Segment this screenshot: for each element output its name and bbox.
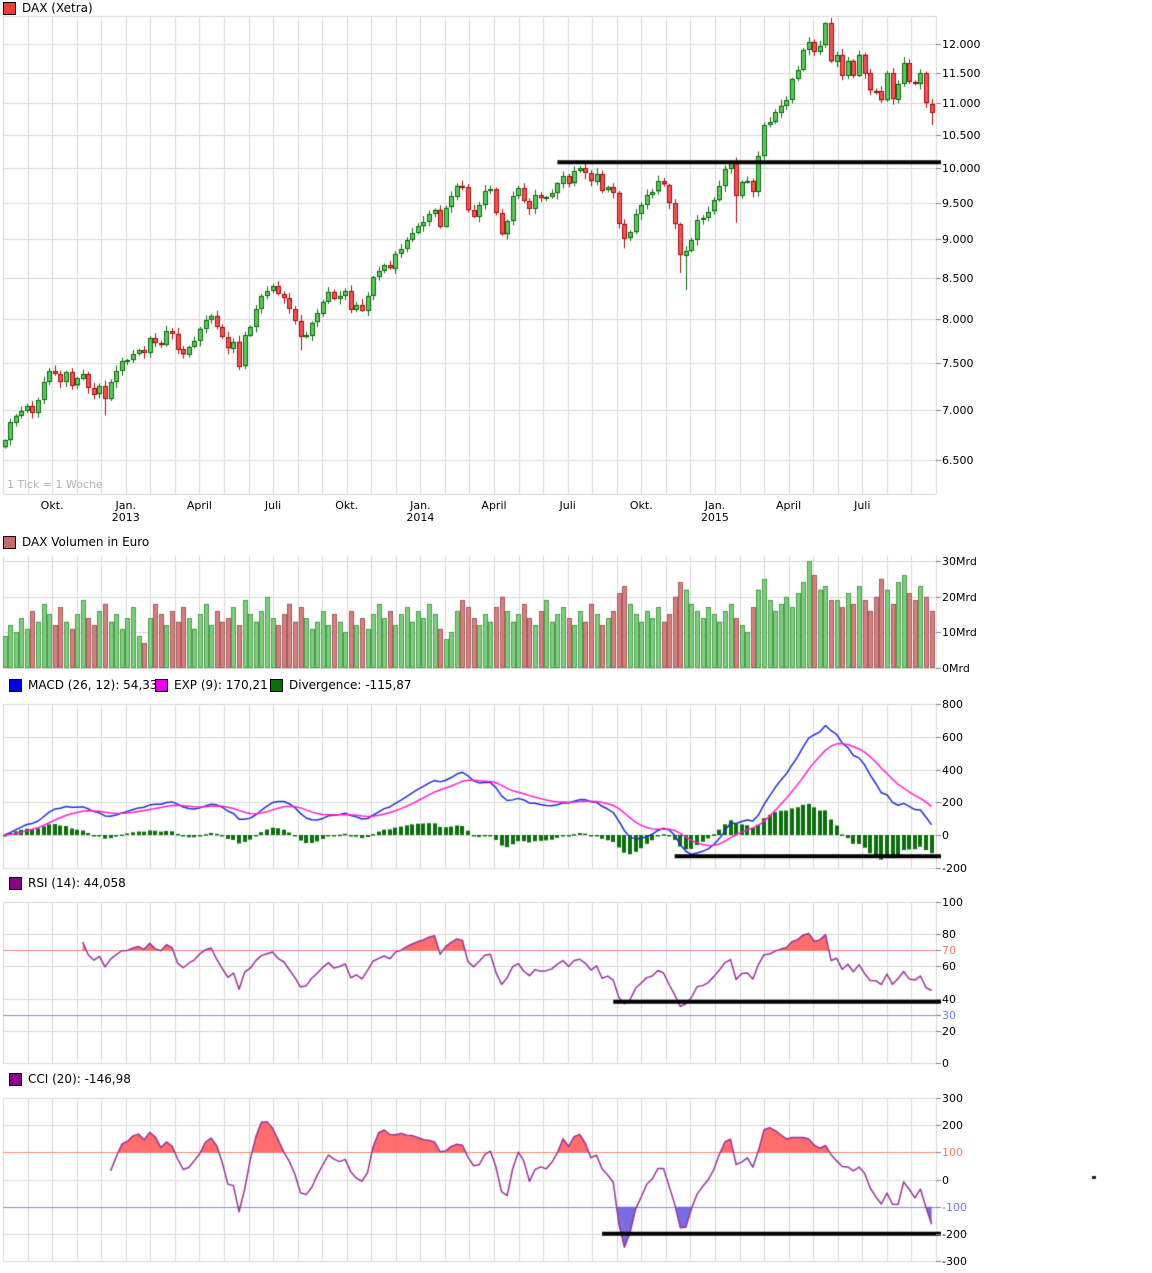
cci-tick-label: -300 bbox=[942, 1255, 967, 1268]
volume-title-label: DAX Volumen in Euro bbox=[22, 535, 150, 549]
rsi-tick-label: 0 bbox=[942, 1057, 949, 1070]
x-tick-year-label: 2014 bbox=[406, 511, 435, 524]
cci-tick-label: 100 bbox=[942, 1146, 963, 1160]
x-tick-label: Jan. bbox=[704, 499, 726, 512]
macd-swatch-icon bbox=[9, 678, 22, 692]
cci-legend-item: CCI (20): -146,98 bbox=[9, 1072, 131, 1086]
x-tick-label: Jan. bbox=[115, 499, 136, 512]
macd-tick-label: 200 bbox=[942, 796, 963, 810]
x-tick-label: Okt. bbox=[335, 499, 359, 512]
exp-legend-item: EXP (9): 170,21 bbox=[155, 678, 268, 692]
volume-tick-label: 0Mrd bbox=[942, 662, 970, 675]
macd-tick-label: 0 bbox=[942, 829, 949, 842]
x-tick-label: April bbox=[481, 499, 507, 512]
x-tick-label: Jan. bbox=[410, 499, 431, 512]
price-tick-label: 12.000 bbox=[942, 38, 981, 51]
macd-tick-label: 600 bbox=[942, 730, 963, 744]
divergence-legend-item: Divergence: -115,87 bbox=[270, 678, 412, 692]
price-tick-label: 8.500 bbox=[942, 271, 974, 285]
series-swatch-icon bbox=[3, 1, 16, 15]
rsi-tick-label: 30 bbox=[942, 1008, 956, 1022]
exp-legend-label: EXP (9): 170,21 bbox=[174, 678, 268, 692]
x-tick-label: Juli bbox=[559, 499, 576, 512]
volume-tick-label: 30Mrd bbox=[942, 554, 977, 568]
x-tick-label: April bbox=[776, 499, 802, 512]
rsi-swatch-icon bbox=[9, 876, 22, 890]
cci-swatch-icon bbox=[9, 1072, 22, 1086]
x-tick-year-label: 2015 bbox=[700, 511, 729, 524]
main-chart-title: DAX (Xetra) bbox=[3, 1, 93, 15]
price-tick-label: 9.000 bbox=[942, 233, 974, 247]
price-tick-label: 7.500 bbox=[942, 356, 974, 370]
rsi-legend-label: RSI (14): 44,058 bbox=[28, 876, 126, 890]
x-tick-year-label: 2013 bbox=[111, 511, 140, 524]
x-tick-label: Okt. bbox=[40, 499, 64, 512]
macd-legend-item: MACD (26, 12): 54,335 bbox=[9, 678, 165, 692]
price-tick-label: 11.500 bbox=[942, 66, 981, 80]
x-tick-label: Juli bbox=[854, 499, 871, 512]
timeframe-note: 1 Tick = 1 Woche bbox=[7, 478, 103, 491]
x-tick-label: Juli bbox=[264, 499, 282, 512]
cci-tick-label: 0 bbox=[942, 1173, 949, 1187]
volume-tick-label: 20Mrd bbox=[942, 590, 977, 604]
divergence-legend-label: Divergence: -115,87 bbox=[289, 678, 412, 692]
macd-legend-label: MACD (26, 12): 54,335 bbox=[28, 678, 166, 692]
price-tick-label: 10.000 bbox=[942, 161, 981, 175]
rsi-tick-label: 60 bbox=[942, 960, 956, 974]
price-tick-label: 9.500 bbox=[942, 196, 974, 210]
x-tick-label: Okt. bbox=[629, 499, 653, 512]
divergence-swatch-icon bbox=[270, 678, 283, 692]
price-tick-label: 8.000 bbox=[942, 313, 974, 327]
cci-tick-label: -100 bbox=[942, 1200, 967, 1214]
macd-tick-label: -200 bbox=[942, 861, 967, 875]
rsi-tick-label: 80 bbox=[942, 928, 956, 942]
rsi-tick-label: 40 bbox=[942, 992, 956, 1006]
cci-legend-label: CCI (20): -146,98 bbox=[28, 1072, 131, 1086]
cci-tick-label: 300 bbox=[942, 1091, 963, 1105]
price-tick-label: 7.000 bbox=[942, 403, 974, 417]
price-tick-label: 6.500 bbox=[942, 453, 974, 467]
macd-tick-label: 400 bbox=[942, 763, 963, 777]
cci-tick-label: -200 bbox=[942, 1227, 967, 1241]
rsi-tick-label: 70 bbox=[942, 944, 956, 958]
macd-tick-label: 800 bbox=[942, 698, 963, 712]
price-tick-label: 10.500 bbox=[942, 128, 981, 142]
rsi-tick-label: 20 bbox=[942, 1024, 956, 1038]
price-tick-label: 11.000 bbox=[942, 97, 981, 111]
rsi-legend-item: RSI (14): 44,058 bbox=[9, 876, 126, 890]
cci-tick-label: 200 bbox=[942, 1119, 963, 1133]
rsi-tick-label: 100 bbox=[942, 896, 963, 909]
volume-panel-title: DAX Volumen in Euro bbox=[3, 535, 149, 549]
exp-swatch-icon bbox=[155, 678, 168, 692]
chart-title-label: DAX (Xetra) bbox=[22, 1, 93, 15]
volume-swatch-icon bbox=[3, 535, 16, 549]
x-tick-label: April bbox=[186, 499, 212, 512]
volume-tick-label: 10Mrd bbox=[942, 626, 977, 640]
